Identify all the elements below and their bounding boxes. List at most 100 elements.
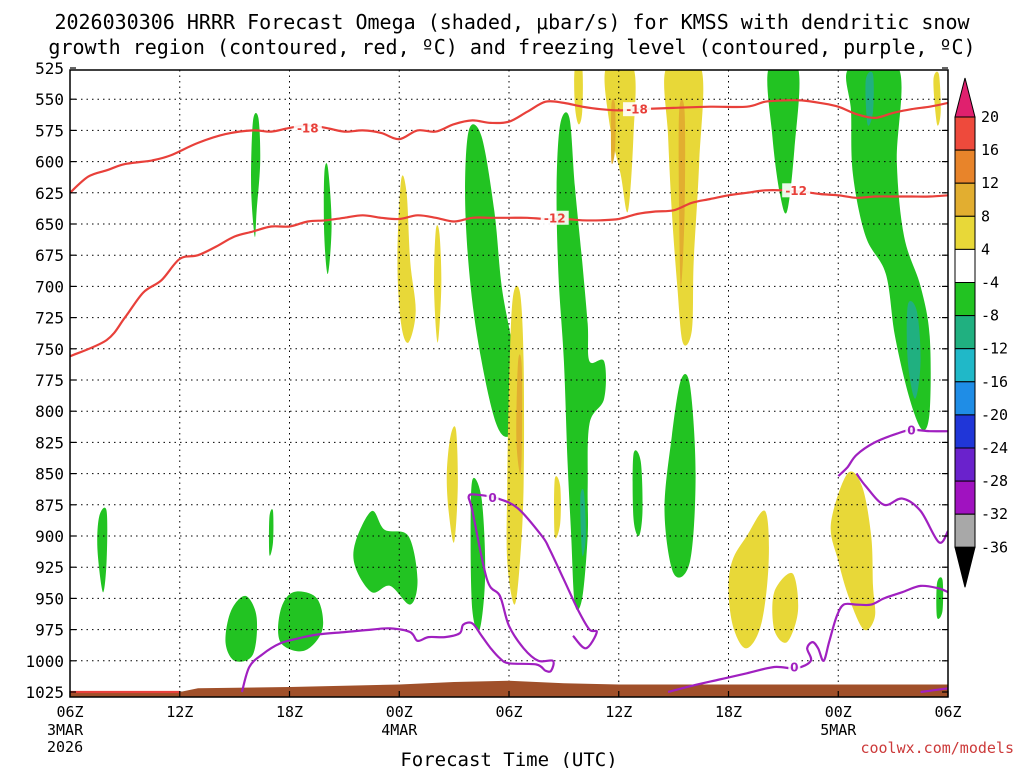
- omega-region--8-7: [465, 124, 519, 437]
- contour-label-5: 0: [790, 661, 798, 675]
- y-tick-label-825: 825: [35, 433, 64, 452]
- y-tick-label-850: 850: [35, 465, 64, 484]
- omega-region--8-4: [225, 595, 258, 662]
- contour-line-0-b: [667, 584, 948, 694]
- x-tick-label-48: 06Z: [934, 703, 961, 721]
- x-tick-date-0: 3MAR: [47, 721, 84, 739]
- y-tick-label-925: 925: [35, 558, 64, 577]
- colorbar-label-6: -8: [981, 307, 999, 325]
- x-tick-label-30: 12Z: [605, 703, 632, 721]
- colorbar-box-5: [954, 282, 976, 317]
- x-tick-label-0: 06Z: [56, 703, 83, 721]
- contour-line--18: [70, 99, 948, 194]
- contour-line-0-d: [837, 428, 948, 477]
- y-tick-label-1000: 1000: [25, 652, 64, 671]
- contour-line-0-a: [240, 493, 598, 693]
- contour-label-0: -18: [297, 121, 319, 135]
- colorbar-label-10: -24: [981, 439, 1008, 457]
- omega-region--8-6: [353, 510, 418, 605]
- x-tick-label-42: 00Z: [825, 703, 852, 721]
- x-tick-date-42: 5MAR: [820, 721, 857, 739]
- x-axis-label: Forecast Time (UTC): [400, 749, 617, 768]
- x-tick-label-36: 18Z: [715, 703, 742, 721]
- colorbar: 20 16 12 8 4 -4 -8 -12 -16 -20 -24 -28 -32 -36: [954, 77, 1008, 588]
- colorbar-box-1: [954, 149, 976, 184]
- colorbar-label-3: 8: [981, 207, 990, 225]
- omega-region--8-9: [556, 112, 606, 611]
- colorbar-label-4: 4: [981, 240, 990, 258]
- y-tick-label-1025: 1025: [25, 683, 64, 702]
- omega-region-4-18: [574, 70, 583, 125]
- omega-region--12-17: [865, 71, 874, 126]
- contour-label-bg-2: [540, 210, 569, 225]
- omega-region-4-24: [446, 426, 458, 543]
- x-tick-year-0: 2026: [47, 738, 83, 756]
- colorbar-bottom-triangle: [954, 546, 976, 588]
- colorbar-label-8: -16: [981, 373, 1008, 391]
- omega-region-4-29: [933, 71, 941, 126]
- omega-region-4-27: [772, 572, 799, 643]
- y-tick-label-650: 650: [35, 215, 64, 234]
- contour-label-4: 0: [488, 491, 496, 505]
- y-tick-label-575: 575: [35, 121, 64, 140]
- title-line-1: 2026030306 HRRR Forecast Omega (shaded, …: [54, 10, 970, 34]
- colorbar-label-0: 20: [981, 108, 999, 126]
- colorbar-box-10: [954, 447, 976, 482]
- omega-region--8-10: [632, 450, 643, 537]
- y-tick-label-675: 675: [35, 246, 64, 265]
- colorbar-box-4: [954, 248, 976, 283]
- y-tick-label-800: 800: [35, 402, 64, 421]
- colorbar-label-2: 12: [981, 174, 999, 192]
- y-axis-ticks: 525 550 575 600 625 650 675 700 725 750 775 800 825 8…: [25, 59, 948, 702]
- y-tick-label-725: 725: [35, 309, 64, 328]
- x-tick-label-18: 00Z: [386, 703, 413, 721]
- omega-region--8-1: [323, 163, 332, 275]
- colorbar-box-9: [954, 414, 976, 449]
- omega-region--8-3: [268, 509, 274, 556]
- omega-region-4-28: [830, 471, 876, 631]
- title-line-2: growth region (contoured, red, ºC) and f…: [48, 35, 975, 59]
- colorbar-box-7: [954, 348, 976, 383]
- credit-text: coolwx.com/models: [860, 739, 1014, 757]
- omega-region-8-30: [516, 354, 523, 474]
- colorbar-label-7: -12: [981, 340, 1008, 358]
- y-tick-label-625: 625: [35, 184, 64, 203]
- y-tick-label-600: 600: [35, 153, 64, 172]
- y-tick-label-975: 975: [35, 621, 64, 640]
- colorbar-label-5: -4: [981, 274, 999, 292]
- y-tick-label-900: 900: [35, 527, 64, 546]
- omega-region--12-16: [580, 488, 586, 557]
- y-tick-label-950: 950: [35, 589, 64, 608]
- contour-label-bg-4: [486, 490, 499, 505]
- colorbar-label-13: -36: [981, 538, 1008, 556]
- contour-labels: -18 -18 -12 -12 0 0 0: [293, 102, 918, 675]
- contour-label-bg-0: [293, 120, 322, 135]
- contour-label-1: -18: [626, 103, 648, 117]
- y-tick-label-750: 750: [35, 340, 64, 359]
- y-tick-label-775: 775: [35, 371, 64, 390]
- colorbar-box-2: [954, 182, 976, 217]
- omega-region--8-2: [97, 507, 108, 593]
- omega-region--8-0: [251, 112, 261, 238]
- contour-label-2: -12: [544, 211, 566, 225]
- x-tick-label-24: 06Z: [495, 703, 522, 721]
- colorbar-label-12: -32: [981, 505, 1008, 523]
- y-tick-label-875: 875: [35, 496, 64, 515]
- contour-label-bg-3: [782, 183, 811, 198]
- contour-label-3: -12: [785, 184, 807, 198]
- x-tick-label-6: 12Z: [166, 703, 193, 721]
- omega-region-4-22: [433, 225, 442, 343]
- y-tick-label-550: 550: [35, 90, 64, 109]
- colorbar-box-6: [954, 315, 976, 350]
- y-tick-label-525: 525: [35, 59, 64, 78]
- colorbar-label-9: -20: [981, 406, 1008, 424]
- contour-label-bg-6: [905, 422, 918, 437]
- colorbar-box-8: [954, 381, 976, 416]
- omega-region--8-12: [767, 70, 800, 214]
- contour-line-0-e: [855, 472, 948, 544]
- contour-label-bg-5: [788, 660, 801, 675]
- omega-region-4-25: [554, 476, 561, 539]
- contour-line-0-c: [920, 687, 948, 694]
- contour-label-6: 0: [907, 423, 915, 437]
